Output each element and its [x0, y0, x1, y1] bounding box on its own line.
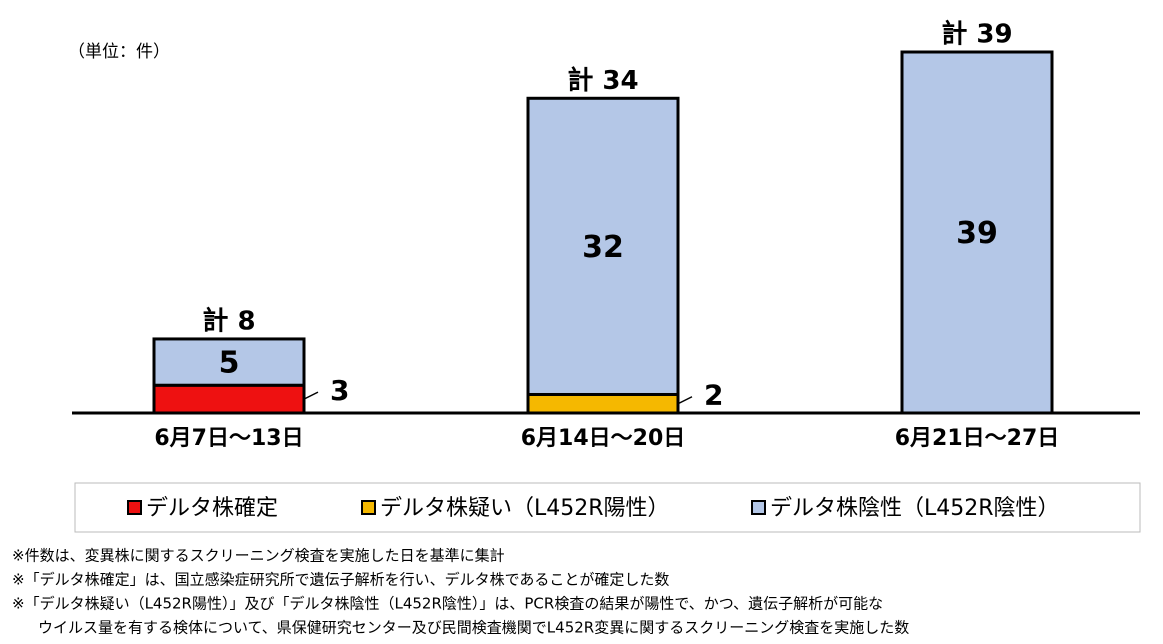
unit-label: （単位：件）: [68, 42, 170, 62]
bar-segment: [526, 96, 680, 396]
value-label: 3: [330, 374, 349, 407]
total-label: 計 39: [941, 19, 1012, 50]
leader-line: [677, 396, 693, 405]
total-label: 計 34: [567, 65, 638, 96]
bar-segment: [526, 392, 680, 415]
total-label: 計 8: [202, 305, 255, 336]
bar-segment: [152, 383, 306, 415]
x-tick-label: 6月21日～27日: [895, 426, 1060, 451]
value-label: 5: [219, 346, 240, 381]
legend-swatch: [127, 500, 142, 515]
legend-box: [74, 482, 1141, 533]
note: ※件数は、変異株に関するスクリーニング検査を実施した日を基準に集計: [12, 547, 505, 565]
value-label: 39: [956, 216, 998, 251]
note: ※「デルタ株確定」は、国立感染症研究所で遺伝子解析を行い、デルタ株であることが確…: [12, 571, 669, 589]
legend-swatch: [751, 500, 766, 515]
value-label: 32: [582, 230, 624, 265]
value-label: 2: [704, 379, 723, 412]
bar-segment: [152, 337, 306, 387]
legend-label: デルタ株陰性（L452R陰性）: [770, 496, 1060, 521]
legend-label: デルタ株疑い（L452R陽性）: [380, 496, 670, 521]
leader-line: [303, 391, 319, 400]
bar-segment: [900, 50, 1054, 415]
x-tick-label: 6月14日～20日: [521, 426, 686, 451]
legend-label: デルタ株確定: [146, 496, 278, 521]
note: ウイルス量を有する検体について、県保健研究センター及び民間検査機関でL452R変…: [38, 619, 909, 637]
x-tick-label: 6月7日～13日: [154, 426, 303, 451]
legend-swatch: [361, 500, 376, 515]
note: ※「デルタ株疑い（L452R陽性）」及び「デルタ株陰性（L452R陰性）」は、P…: [12, 595, 883, 613]
